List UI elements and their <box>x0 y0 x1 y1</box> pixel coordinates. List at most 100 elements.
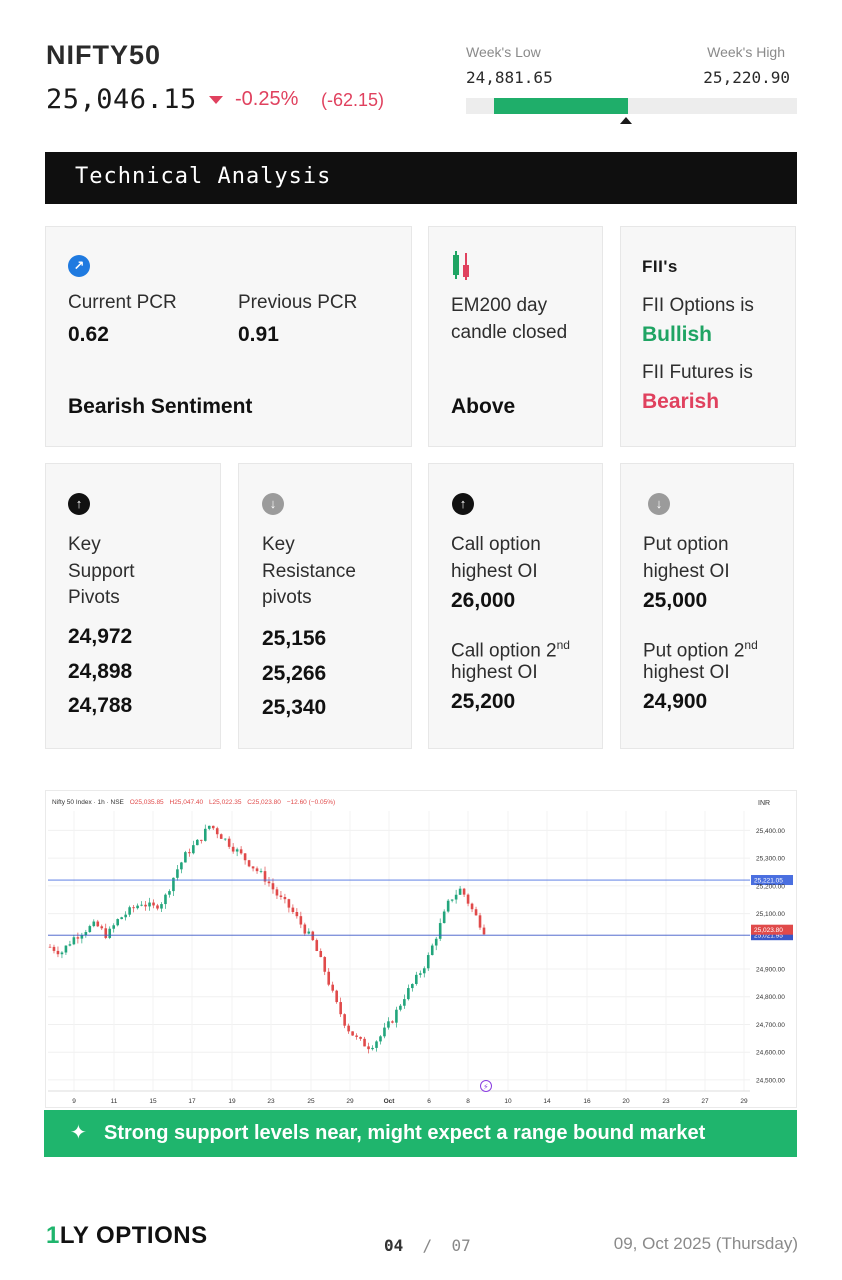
candle-body <box>132 907 135 909</box>
current-pcr-label: Current PCR <box>68 292 177 313</box>
x-tick-label: 11 <box>111 1098 118 1105</box>
resistance-label-line1: Key <box>262 534 295 555</box>
resistance-label-line3: pivots <box>262 587 312 608</box>
call-oi-label-2b: highest OI <box>451 662 538 683</box>
svg-text:⚡: ⚡ <box>483 1083 489 1092</box>
support-pivot-3: 24,788 <box>68 694 133 717</box>
candle-body <box>371 1047 374 1050</box>
candle-body <box>367 1046 370 1050</box>
candle-body <box>291 907 295 912</box>
chart-legend: Nifty 50 Index · 1h · NSE O25,035.85 H25… <box>52 799 335 806</box>
candle-body <box>482 927 486 935</box>
candle-body <box>470 903 474 910</box>
arrow-down-icon: ↓ <box>648 493 670 515</box>
candle-body <box>227 838 231 847</box>
candle-body <box>120 917 123 920</box>
fii-logo: FII's <box>642 257 678 276</box>
candle-body <box>239 849 243 854</box>
candle-body <box>144 904 147 907</box>
x-tick-label: 23 <box>662 1098 670 1105</box>
candle-body <box>172 877 175 892</box>
candle-body <box>263 871 267 882</box>
candle-body <box>72 937 76 945</box>
support-card: ↑ Key Support Pivots 24,972 24,898 24,78… <box>45 463 221 749</box>
week-high-value: 25,220.90 <box>703 68 790 87</box>
candle-body <box>52 946 56 951</box>
last-price-label: 25,023.80 <box>754 927 783 934</box>
candle-body <box>411 983 414 989</box>
pcr-card: ↗ Current PCR 0.62 Previous PCR 0.91 Bea… <box>45 226 412 447</box>
candle-body <box>164 894 167 905</box>
candle-body <box>295 911 299 917</box>
candle-body <box>176 869 179 878</box>
candle-body <box>379 1036 382 1042</box>
price-chart[interactable]: 25,221.05 25,021.95 25,023.80 25,400.00 25,… <box>45 790 797 1108</box>
candle-body <box>76 937 80 939</box>
current-pcr-value: 0.62 <box>68 323 109 346</box>
candle-body <box>442 911 446 924</box>
call-oi-label-2a: Call option 2nd <box>451 638 570 662</box>
x-tick-label: 23 <box>267 1098 275 1105</box>
fii-futures-label: FII Futures is <box>642 362 753 383</box>
candle-body <box>355 1035 358 1037</box>
resistance-card: ↓ Key Resistance pivots 25,156 25,266 25… <box>238 463 412 749</box>
put-oi-label-1b: highest OI <box>643 561 730 582</box>
candle-body <box>454 894 458 900</box>
candle-body <box>140 904 143 906</box>
put-oi-label-1a: Put option <box>643 534 729 555</box>
x-tick-label: 9 <box>72 1098 76 1105</box>
candle-body <box>331 984 334 991</box>
candle-body <box>60 952 64 955</box>
candle-body <box>96 921 100 927</box>
put-oi-value-2: 24,900 <box>643 690 708 713</box>
x-tick-label: 15 <box>149 1098 157 1105</box>
y-tick-label: 25,200.00 <box>756 883 785 890</box>
sentiment-value: Bearish Sentiment <box>68 395 253 418</box>
candle-body <box>168 891 171 895</box>
insight-banner: Strong support levels near, might expect… <box>44 1110 797 1157</box>
candle-body <box>450 899 454 901</box>
x-tick-label: 6 <box>427 1098 431 1105</box>
candle-body <box>271 883 275 890</box>
arrow-up-right-icon: ↗ <box>68 255 90 277</box>
candle-body <box>415 974 418 984</box>
candle-body <box>184 852 187 863</box>
resistance-pivot-1: 25,156 <box>262 627 327 650</box>
candle-body <box>430 945 434 956</box>
call-oi-label-1b: highest OI <box>451 561 538 582</box>
candle-body <box>446 900 450 912</box>
candle-body <box>48 946 52 948</box>
x-tick-label: 17 <box>188 1098 196 1105</box>
candle-body <box>407 988 410 1000</box>
candle-body <box>180 862 183 870</box>
candle-body <box>196 839 199 846</box>
candle-body <box>152 902 155 906</box>
candle-body <box>251 866 255 869</box>
report-date: 09, Oct 2025 (Thursday) <box>613 1234 798 1253</box>
support-label-line3: Pivots <box>68 587 120 608</box>
candle-body <box>223 838 227 840</box>
candle-body <box>116 919 119 926</box>
x-tick-label: 20 <box>622 1098 630 1105</box>
lightning-icon[interactable]: ⚡ <box>480 1080 492 1092</box>
candle-body <box>418 973 422 975</box>
candle-body <box>319 950 323 958</box>
level-price-tag <box>751 930 793 941</box>
candle-body <box>399 1005 402 1010</box>
candle-body <box>207 825 211 829</box>
level-price-label: 25,221.05 <box>754 878 783 885</box>
y-tick-label: 24,600.00 <box>756 1050 785 1057</box>
x-tick-label: 14 <box>543 1098 551 1105</box>
fii-card: FII's FII Options is Bullish FII Futures… <box>620 226 796 447</box>
x-tick-label: 25 <box>307 1098 315 1105</box>
candle-body <box>84 932 88 936</box>
previous-pcr-value: 0.91 <box>238 323 279 346</box>
level-price-tag <box>751 875 793 886</box>
ema-label-line2: candle closed <box>451 322 568 343</box>
ticker-symbol: NIFTY50 <box>46 40 162 70</box>
candle-body <box>375 1041 378 1048</box>
candle-body <box>275 889 279 896</box>
candle-body <box>80 935 84 939</box>
candle-body <box>395 1009 398 1023</box>
